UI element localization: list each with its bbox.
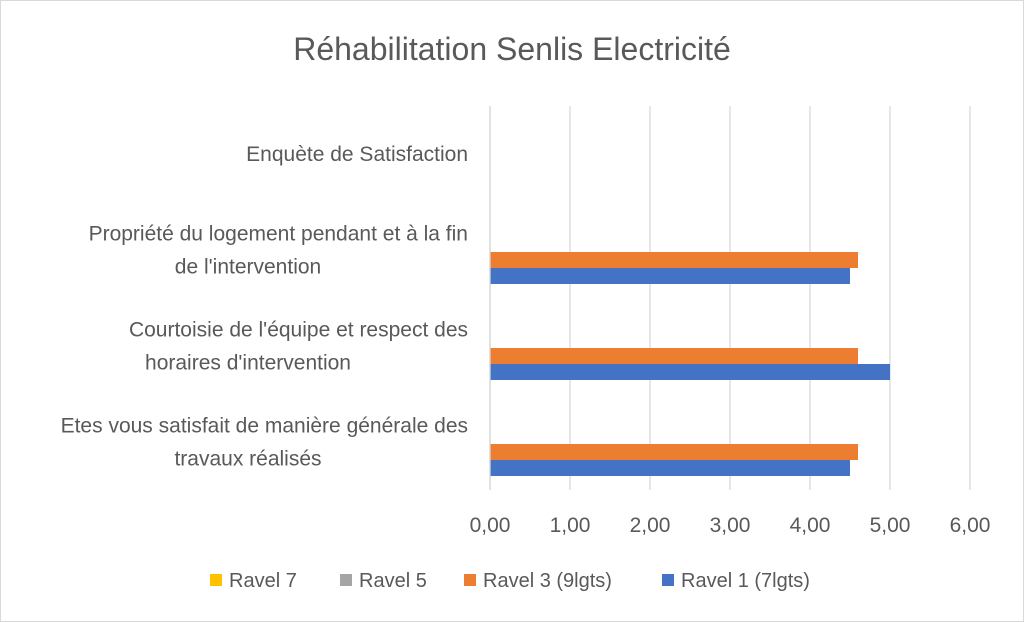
x-tick-label: 5,00 bbox=[870, 514, 911, 537]
bar bbox=[490, 268, 850, 284]
x-tick-label: 4,00 bbox=[790, 514, 831, 537]
bar bbox=[490, 444, 858, 460]
legend-swatch bbox=[662, 574, 674, 586]
x-tick-label: 1,00 bbox=[550, 514, 591, 537]
category-label: Enquète de Satisfaction bbox=[246, 143, 468, 166]
bar bbox=[490, 348, 858, 364]
x-tick-label: 6,00 bbox=[950, 514, 991, 537]
bar bbox=[490, 252, 858, 268]
legend-label: Ravel 7 bbox=[229, 570, 297, 592]
category-label: Courtoisie de l'équipe et respect des bbox=[129, 319, 468, 342]
x-tick-label: 2,00 bbox=[630, 514, 671, 537]
legend-swatch bbox=[210, 574, 222, 586]
category-label: Propriété du logement pendant et à la fi… bbox=[89, 223, 468, 246]
legend-swatch bbox=[340, 574, 352, 586]
legend-label: Ravel 3 (9lgts) bbox=[483, 570, 612, 592]
x-tick-label: 0,00 bbox=[470, 514, 511, 537]
bar bbox=[490, 460, 850, 476]
legend-label: Ravel 5 bbox=[359, 570, 427, 592]
chart-title: Réhabilitation Senlis Electricité bbox=[293, 31, 731, 67]
bar bbox=[490, 364, 890, 380]
category-label: travaux réalisés bbox=[174, 448, 321, 471]
category-label: horaires d'intervention bbox=[145, 352, 351, 375]
legend-swatch bbox=[464, 574, 476, 586]
legend-label: Ravel 1 (7lgts) bbox=[681, 570, 810, 592]
category-label: de l'intervention bbox=[175, 256, 321, 279]
category-label: Etes vous satisfait de manière générale … bbox=[61, 415, 468, 438]
x-tick-label: 3,00 bbox=[710, 514, 751, 537]
